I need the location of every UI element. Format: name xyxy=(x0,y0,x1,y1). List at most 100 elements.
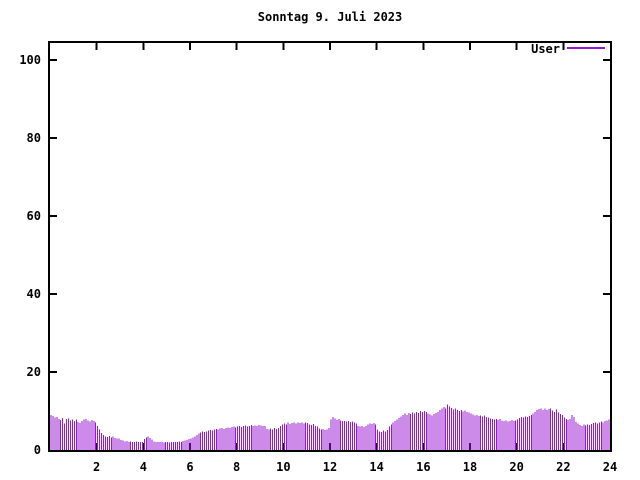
bar xyxy=(367,424,369,450)
bar xyxy=(243,426,244,450)
bar xyxy=(423,411,425,450)
x-tick-label: 2 xyxy=(93,460,101,474)
bar xyxy=(313,423,314,450)
y-tick-label: 60 xyxy=(26,209,41,223)
chart-title: Sonntag 9. Juli 2023 xyxy=(257,10,403,24)
bar xyxy=(62,418,64,450)
bar xyxy=(143,439,145,450)
bar xyxy=(122,440,124,450)
bar xyxy=(56,416,58,450)
x-tick-label: 8 xyxy=(233,460,241,474)
bar xyxy=(79,423,81,450)
bar xyxy=(410,414,412,450)
bar xyxy=(425,412,427,450)
bar xyxy=(346,421,348,450)
bar xyxy=(176,442,178,450)
bar xyxy=(97,425,99,450)
bar xyxy=(182,441,184,450)
bar xyxy=(192,437,194,450)
bar xyxy=(256,425,258,450)
bar xyxy=(569,418,571,450)
bar xyxy=(451,407,453,450)
bar xyxy=(381,432,383,450)
bar xyxy=(544,408,546,450)
bar xyxy=(264,425,266,450)
bar xyxy=(204,432,206,450)
bar xyxy=(499,419,501,450)
bar xyxy=(330,419,332,450)
bar xyxy=(556,409,558,450)
bar xyxy=(489,418,491,450)
bar xyxy=(373,423,375,450)
bar xyxy=(589,425,591,450)
bar xyxy=(585,425,587,450)
bar xyxy=(593,423,594,450)
bar xyxy=(458,411,460,450)
bar xyxy=(365,425,367,450)
bar xyxy=(581,425,583,450)
bar xyxy=(174,441,176,450)
bar xyxy=(180,441,182,450)
x-tick-label: 10 xyxy=(276,460,291,474)
bar xyxy=(206,431,208,450)
x-tick-label: 4 xyxy=(139,460,147,474)
bar xyxy=(116,438,118,450)
bar xyxy=(328,428,330,450)
bar xyxy=(211,430,213,450)
bar xyxy=(579,425,581,450)
bar xyxy=(186,439,188,450)
bar xyxy=(404,413,406,450)
bar xyxy=(474,415,476,450)
bar xyxy=(159,441,161,450)
bar xyxy=(173,442,174,450)
bar xyxy=(295,423,297,450)
bar xyxy=(414,413,416,450)
bar xyxy=(190,438,192,450)
bar xyxy=(342,421,344,450)
bar xyxy=(209,430,211,450)
bar xyxy=(178,441,180,450)
bar xyxy=(408,412,410,450)
bar xyxy=(462,411,464,450)
x-tick-label: 22 xyxy=(556,460,571,474)
bar xyxy=(274,428,276,450)
bar xyxy=(110,437,112,450)
bar xyxy=(208,430,209,450)
bar xyxy=(454,408,456,450)
bar xyxy=(155,441,157,450)
bar xyxy=(505,420,507,450)
bar xyxy=(279,425,281,450)
bar xyxy=(169,442,171,450)
legend-label: User xyxy=(531,42,560,56)
bar xyxy=(200,432,202,450)
bars-plot xyxy=(50,43,610,450)
bar xyxy=(509,420,511,450)
bar xyxy=(443,407,445,450)
bar xyxy=(398,418,400,450)
bar xyxy=(388,426,390,450)
bar xyxy=(184,440,186,450)
bar xyxy=(476,414,478,450)
bar xyxy=(416,411,418,450)
bar xyxy=(289,423,291,450)
bar xyxy=(301,422,303,450)
bar xyxy=(258,425,260,450)
bar xyxy=(147,436,149,450)
bar xyxy=(68,418,69,450)
bar xyxy=(349,421,351,450)
bar xyxy=(480,415,482,450)
bar xyxy=(198,433,200,450)
bar xyxy=(188,439,190,450)
bar xyxy=(379,431,381,450)
bar xyxy=(87,420,89,450)
bar xyxy=(468,412,470,450)
bar xyxy=(221,428,223,450)
bar xyxy=(322,428,324,450)
bar xyxy=(515,420,517,450)
bar xyxy=(324,430,326,450)
bar xyxy=(171,441,173,450)
bar xyxy=(167,442,169,450)
bar xyxy=(311,425,313,450)
bar xyxy=(552,410,554,450)
